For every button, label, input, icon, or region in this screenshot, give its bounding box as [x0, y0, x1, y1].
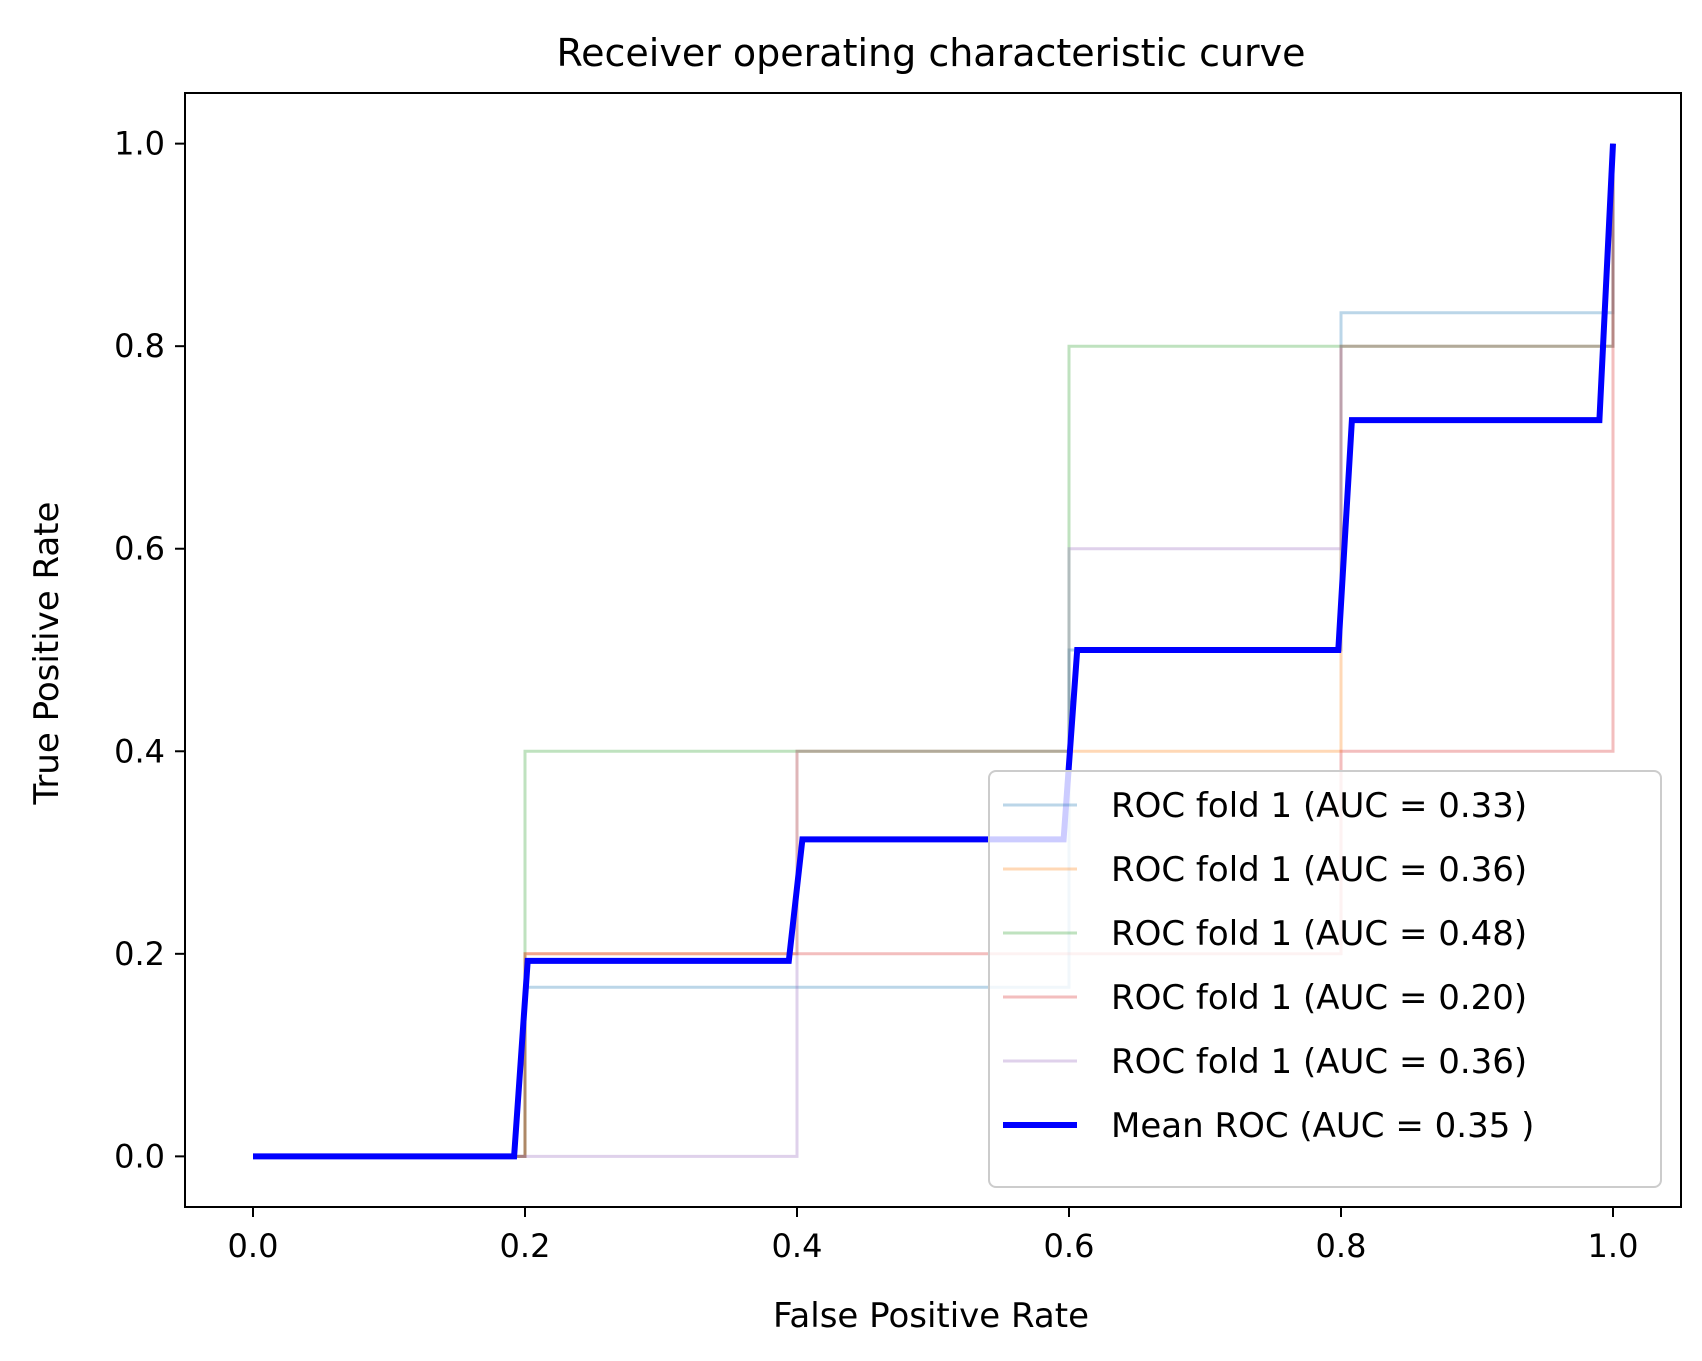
y-tick-label: 0.0 [114, 1137, 165, 1175]
legend-box [988, 770, 1662, 1188]
y-tick-label: 1.0 [114, 125, 165, 163]
x-tick-label: 0.0 [228, 1227, 279, 1265]
roc-fold-line-1 [253, 143, 1615, 1158]
y-axis-label: True Positive Rate [27, 502, 67, 806]
x-tick-label: 0.4 [772, 1227, 823, 1265]
y-axis: 0.0 0.2 0.4 0.6 0.8 1.0 [114, 125, 185, 1175]
y-tick-label: 0.2 [114, 935, 165, 973]
legend-label: ROC fold 1 (AUC = 0.20) [1111, 978, 1527, 1018]
x-axis: 0.0 0.2 0.4 0.6 0.8 1.0 [228, 1207, 1639, 1265]
x-axis-label: False Positive Rate [773, 1296, 1089, 1336]
legend-label: ROC fold 1 (AUC = 0.48) [1111, 914, 1527, 954]
x-tick-label: 0.2 [500, 1227, 551, 1265]
x-tick-label: 1.0 [1588, 1227, 1639, 1265]
x-tick-label: 0.8 [1316, 1227, 1367, 1265]
y-tick-label: 0.8 [114, 327, 165, 365]
x-tick-label: 0.6 [1044, 1227, 1095, 1265]
legend-label: ROC fold 1 (AUC = 0.36) [1111, 850, 1527, 890]
legend-label: ROC fold 1 (AUC = 0.36) [1111, 1042, 1527, 1082]
y-tick-label: 0.6 [114, 530, 165, 568]
legend: ROC fold 1 (AUC = 0.33) ROC fold 1 (AUC =… [988, 770, 1662, 1188]
chart-title: Receiver operating characteristic curve [556, 31, 1305, 75]
legend-label: Mean ROC (AUC = 0.35 ) [1111, 1106, 1534, 1146]
y-tick-label: 0.4 [114, 732, 165, 770]
legend-label: ROC fold 1 (AUC = 0.33) [1111, 786, 1527, 826]
plot-frame [184, 92, 1682, 1208]
roc-fold-line-2 [253, 143, 1615, 1158]
roc-fold-line-5 [253, 143, 1615, 1158]
